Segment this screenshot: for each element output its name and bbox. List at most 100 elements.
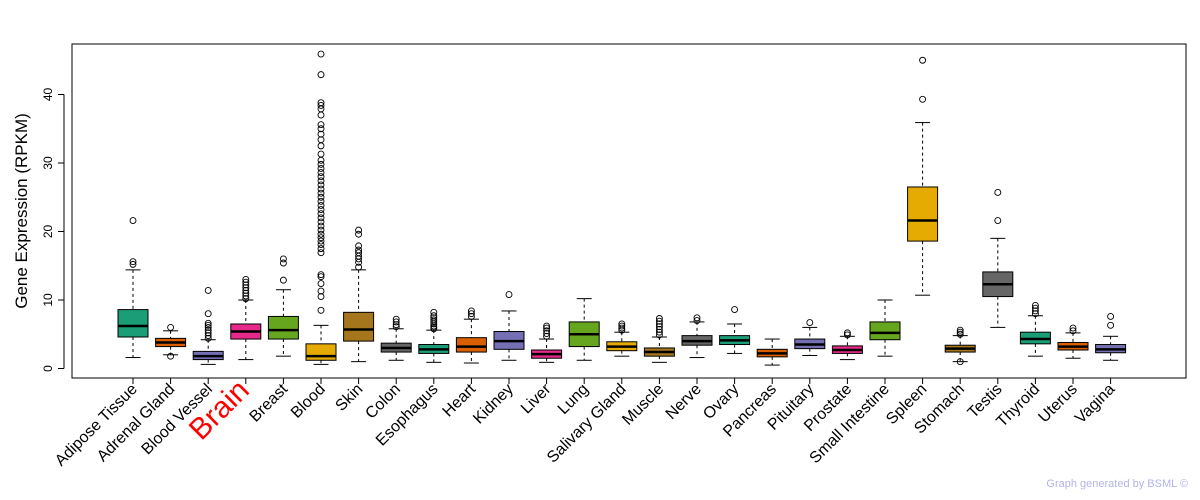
box-esophagus [418, 308, 450, 363]
outlier-point [317, 287, 325, 295]
outlier-point [543, 330, 551, 338]
outlier-point [317, 125, 325, 133]
box-breast [267, 255, 299, 357]
x-label-blood: Blood [288, 381, 329, 422]
box-iqr [305, 343, 337, 361]
outlier-point [204, 310, 212, 318]
outlier-point [355, 226, 363, 234]
box-salivary-gland [606, 320, 638, 357]
outlier-point [956, 326, 964, 334]
outlier-point [317, 218, 325, 226]
outlier-point [317, 222, 325, 230]
outlier-point [317, 173, 325, 181]
outlier-point [956, 328, 964, 336]
outlier-point [843, 331, 851, 339]
outlier-point [317, 160, 325, 168]
outlier-point [505, 291, 513, 298]
y-tick-label-10: 10 [41, 293, 55, 307]
outlier-point [543, 332, 551, 340]
outlier-point [693, 314, 701, 322]
outlier-point [317, 130, 325, 138]
boxes-layer [117, 50, 1127, 366]
box-pancreas [756, 338, 788, 366]
outlier-point [317, 293, 325, 301]
outlier-point [1031, 310, 1039, 318]
outlier-point [242, 292, 250, 300]
box-blood [305, 50, 337, 365]
outlier-point [467, 312, 475, 320]
outlier-point [392, 321, 400, 329]
outlier-point [543, 324, 551, 332]
outlier-point [994, 217, 1002, 224]
outlier-point [317, 142, 325, 150]
outlier-point [618, 320, 626, 328]
box-iqr [455, 337, 487, 353]
outlier-point [317, 214, 325, 222]
outlier-point [279, 276, 287, 284]
outlier-point [279, 255, 287, 263]
outlier-point [317, 181, 325, 189]
outlier-point [392, 318, 400, 326]
outlier-point [1069, 327, 1077, 335]
outlier-point [655, 317, 663, 325]
box-muscle [643, 315, 675, 363]
outlier-point [317, 121, 325, 129]
outlier-point [618, 322, 626, 330]
box-spleen [907, 56, 939, 296]
box-iqr [117, 309, 149, 338]
outlier-point [317, 197, 325, 205]
x-label-kidney: Kidney [470, 381, 517, 428]
outlier-point [204, 329, 212, 337]
box-adipose-tissue [117, 217, 149, 359]
outlier-point [919, 95, 927, 103]
y-tick-label-20: 20 [41, 225, 55, 239]
outlier-point [655, 328, 663, 336]
box-kidney [493, 291, 525, 361]
outlier-point [1031, 307, 1039, 315]
outlier-point [129, 217, 137, 224]
outlier-point [317, 111, 325, 119]
outlier-point [655, 326, 663, 333]
outlier-point [693, 317, 701, 324]
box-skin [343, 226, 375, 363]
outlier-point [994, 189, 1002, 196]
outlier-point [317, 150, 325, 158]
outlier-point [242, 278, 250, 286]
outlier-point [392, 323, 400, 331]
outlier-point [430, 314, 438, 322]
box-adrenal-gland [155, 323, 187, 360]
outlier-point [317, 271, 325, 279]
outlier-point [317, 202, 325, 209]
outlier-point [242, 276, 250, 283]
outlier-point [956, 358, 964, 366]
outlier-point [167, 352, 175, 360]
outlier-point [355, 230, 363, 238]
x-label-skin: Skin [332, 381, 366, 415]
outlier-point [1031, 304, 1039, 312]
x-label-uterus: Uterus [1035, 381, 1080, 426]
x-label-liver: Liver [518, 380, 555, 417]
outlier-point [430, 312, 438, 320]
x-label-nerve: Nerve [663, 381, 705, 423]
outlier-point [242, 295, 250, 303]
outlier-point [543, 327, 551, 335]
outlier-point [317, 249, 325, 257]
outlier-point [317, 241, 325, 248]
box-colon [380, 315, 412, 361]
box-iqr [869, 321, 901, 341]
outlier-point [919, 56, 927, 64]
box-testis [982, 189, 1014, 328]
box-pituitary [794, 319, 826, 356]
y-axis: 0 10 20 30 40 [41, 88, 65, 372]
outlier-point [655, 331, 663, 339]
outlier-point [430, 316, 438, 324]
outlier-point [1107, 312, 1115, 320]
outlier-point [355, 242, 363, 250]
box-ovary [719, 306, 751, 354]
outlier-point [317, 165, 325, 172]
outlier-point [242, 289, 250, 297]
x-label-breast: Breast [247, 380, 292, 425]
box-liver [531, 322, 563, 363]
